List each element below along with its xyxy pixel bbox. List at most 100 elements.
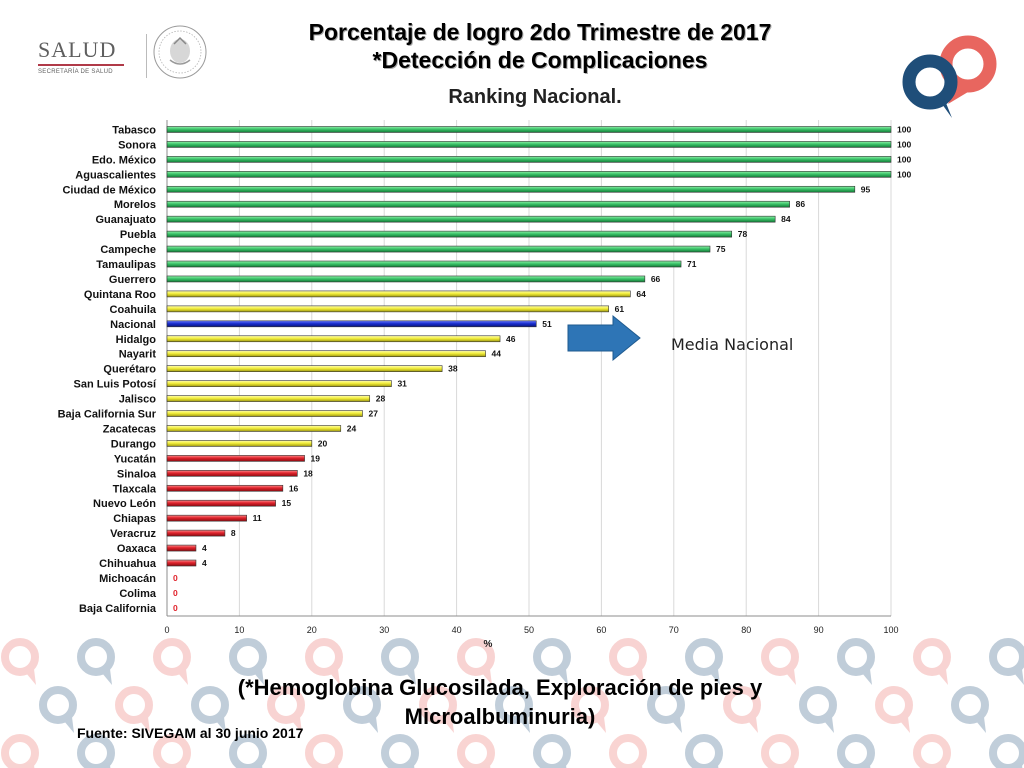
value-label: 51 [542,319,552,329]
x-tick-label: 0 [164,625,169,635]
value-label: 86 [796,199,806,209]
mexico-seal-icon [153,25,207,79]
value-label: 27 [368,409,378,419]
chart-bars: Tabasco 100 Sonora 100 Edo. México 100 Aguasca… [58,124,912,614]
category-label: Sinaloa [117,468,157,480]
salud-logo-word: SALUD [38,37,117,62]
value-label: 38 [448,364,458,374]
bubble-icon [609,638,647,685]
category-label: Ciudad de México [62,184,156,196]
decorative-pattern [1,638,1024,768]
bubble-icon [685,638,723,685]
title-line-2: *Detección de Complicaciones [372,47,708,73]
bubble-icon [229,638,267,685]
bar [166,410,363,417]
x-axis-title: % [484,639,493,650]
bar [166,141,892,148]
bubble-icon [457,734,495,768]
bubble-icon [761,734,799,768]
category-label: Querétaro [103,364,156,376]
bubble-icon [875,686,913,733]
bubble-icon [419,686,457,733]
bubble-icon [381,734,419,768]
bar [166,455,305,462]
value-label: 28 [376,394,386,404]
value-label: 8 [231,528,236,538]
x-tick-label: 20 [307,625,317,635]
bubble-icon [305,638,343,685]
x-tick-label: 50 [524,625,534,635]
bar [166,440,313,447]
category-label: Chihuahua [99,558,157,570]
x-tick-label: 80 [741,625,751,635]
category-label: Tabasco [112,124,156,136]
bar [166,156,892,163]
category-label: Zacatecas [103,423,156,435]
value-label: 100 [897,169,911,179]
page-title: Porcentaje de logro 2do Trimestre de 201… [200,18,880,74]
value-label: 4 [202,543,207,553]
bar [166,529,226,537]
x-tick-label: 90 [814,625,824,635]
value-label: 95 [861,184,871,194]
value-label: 20 [318,438,328,448]
x-tick-label: 70 [669,625,679,635]
salud-logo-subtitle: SECRETARÍA DE SALUD [38,69,113,75]
bar [166,544,197,552]
category-label: Oaxaca [117,543,157,555]
category-label: Hidalgo [116,334,157,346]
bar [166,380,392,387]
bubble-icon [647,686,685,733]
title-line-1: Porcentaje de logro 2do Trimestre de 201… [308,19,772,45]
category-label: Aguascalientes [75,169,156,181]
category-label: Campeche [100,244,156,256]
value-label: 31 [397,379,407,389]
value-label: 18 [303,468,313,478]
bubble-icon [381,638,419,685]
value-label: 75 [716,244,726,254]
bar [166,305,609,313]
category-label: Sonora [118,139,157,151]
bubble-icon [913,638,951,685]
footnote: (*Hemoglobina Glucosilada, Exploración d… [140,673,860,731]
value-label: 71 [687,259,697,269]
category-label: Tamaulipas [96,259,156,271]
bar [166,559,197,567]
x-tick-label: 10 [234,625,244,635]
bar [166,230,733,238]
footnote-line-2: Microalbuminuria) [404,704,596,729]
bubble-icon [533,734,571,768]
bar [166,425,342,432]
media-nacional-label: Media Nacional [671,335,794,354]
value-label: 0 [173,603,178,613]
value-label: 64 [636,289,646,299]
bubble-icon [685,734,723,768]
salud-logo: SALUD SECRETARÍA DE SALUD [38,38,130,75]
salud-logo-line [38,64,124,66]
media-nacional-arrow [567,314,641,362]
bar [166,365,443,372]
bubble-icon [77,638,115,685]
category-label: Yucatán [114,453,156,465]
value-label: 44 [492,349,502,359]
bar [166,350,486,358]
bubble-icon [495,686,533,733]
bar [166,260,682,268]
source-text: Fuente: SIVEGAM al 30 junio 2017 [77,725,304,741]
bar [166,185,856,193]
bubble-icon [457,638,495,685]
bubble-icon [837,734,875,768]
value-label: 66 [651,274,661,284]
bar [166,514,247,522]
bubble-icon [153,734,191,768]
category-label: Baja California Sur [58,409,157,421]
bar [166,320,537,328]
bubble-icon [77,734,115,768]
value-label: 11 [253,513,262,523]
bubble-icon [571,686,609,733]
category-label: Quintana Roo [84,289,156,301]
bar [166,499,276,507]
value-label: 15 [282,498,292,508]
ranking-bar-chart: 0 10 20 30 40 50 60 70 80 90 100% Tabasco 100Sonora… [58,120,912,650]
bar [166,290,631,298]
